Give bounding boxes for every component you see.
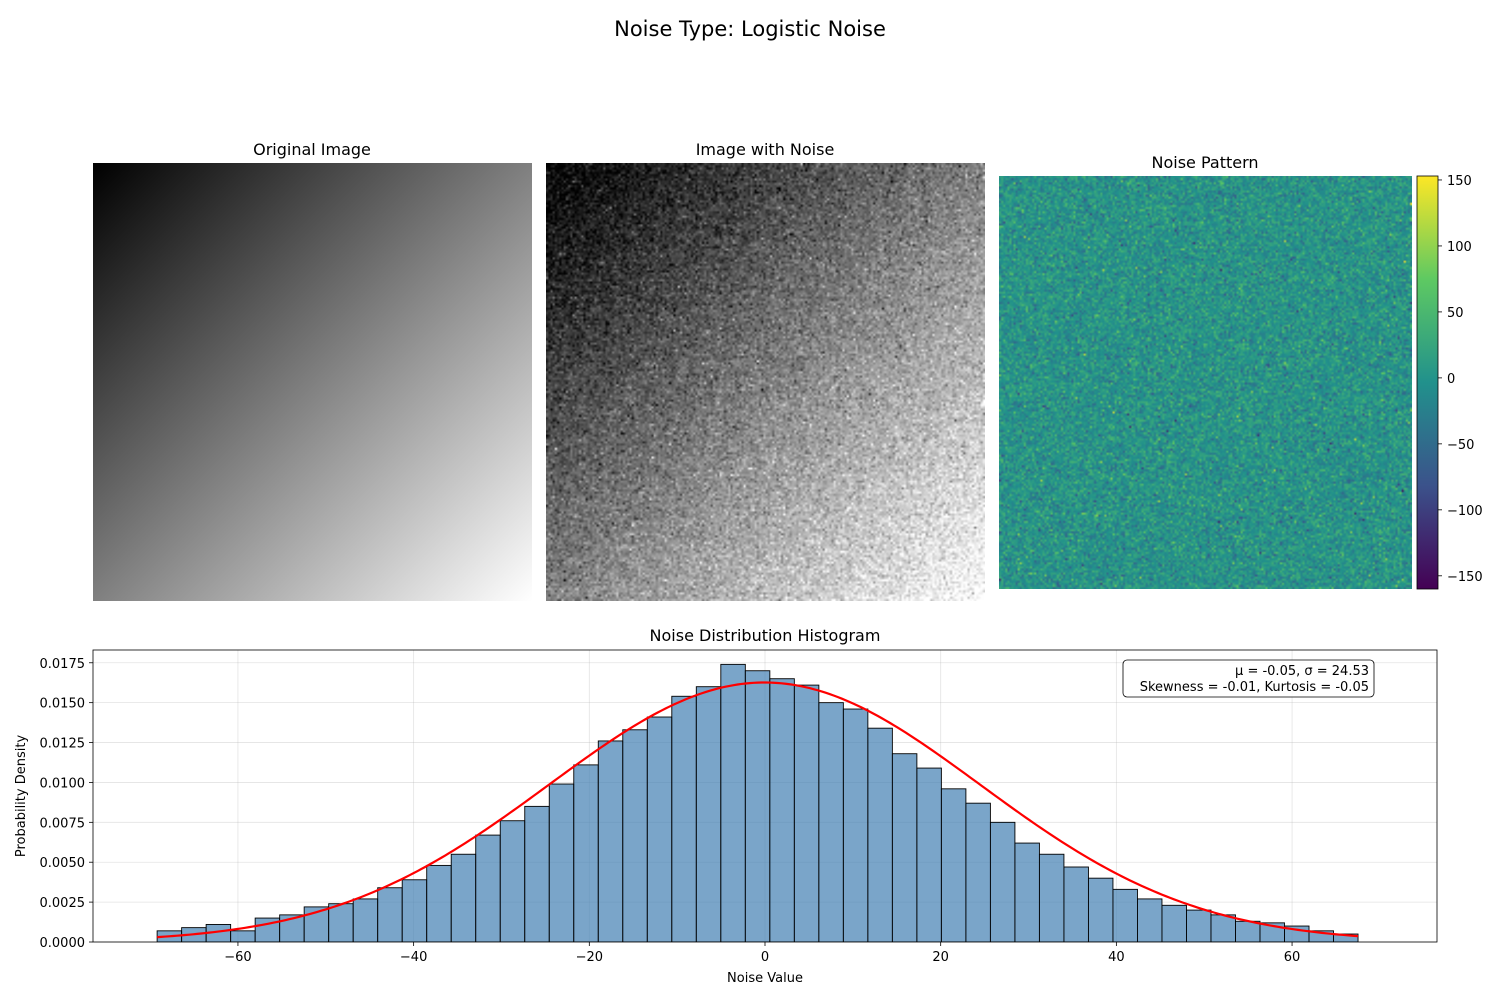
x-tick-label: −20 xyxy=(576,950,603,965)
histogram-bar xyxy=(646,716,673,942)
y-tick-label: 0.0150 xyxy=(40,697,86,712)
y-axis-label: Probability Density xyxy=(14,735,29,858)
histogram-bar xyxy=(1161,904,1187,942)
stats-box-line1: μ = -0.05, σ = 24.53 xyxy=(1235,664,1369,679)
x-tick-label: 20 xyxy=(932,950,949,965)
y-axis-ticks: 0.0000 0.0025 0.0050 0.0075 0.0100 0.0125 0.01… xyxy=(40,657,93,951)
colorbar-tick-label: −50 xyxy=(1447,438,1474,453)
original-image xyxy=(93,163,532,601)
x-tick-label: 60 xyxy=(1284,950,1301,965)
stats-box: μ = -0.05, σ = 24.53 Skewness = -0.01, K… xyxy=(1122,659,1375,698)
stats-box-frame xyxy=(1122,659,1375,698)
figure-title: Noise Type: Logistic Noise xyxy=(614,17,886,41)
fit-curve xyxy=(157,681,1359,939)
histogram-bar xyxy=(597,740,624,942)
y-tick-label: 0.0100 xyxy=(40,776,86,791)
histogram-bar xyxy=(1014,842,1040,942)
x-axis-ticks: −60 −40 −20 0 20 40 60 xyxy=(224,942,1300,965)
y-tick-label: 0.0175 xyxy=(40,657,86,672)
colorbar-tick-label: −150 xyxy=(1447,570,1483,585)
histogram-bar xyxy=(352,898,379,942)
noise-pattern-title: Noise Pattern xyxy=(1151,153,1258,172)
y-tick-label: 0.0025 xyxy=(40,896,86,911)
histogram-bar xyxy=(622,729,648,942)
histogram-bar xyxy=(891,753,918,942)
x-tick-label: 0 xyxy=(761,950,769,965)
noise-pattern-image xyxy=(999,176,1412,589)
histogram-bar xyxy=(989,821,1016,942)
noisy-image-panel: Image with Noise xyxy=(546,140,985,601)
histogram-bar xyxy=(1210,914,1236,942)
histogram-bar xyxy=(328,903,354,942)
histogram-bar xyxy=(793,684,820,942)
histogram-bar xyxy=(842,708,869,942)
histogram-bar xyxy=(450,853,477,942)
x-tick-label: −60 xyxy=(224,950,251,965)
histogram-bar xyxy=(744,670,771,942)
colorbar-tick-label: 0 xyxy=(1447,372,1455,387)
original-image-panel: Original Image xyxy=(93,140,532,601)
histogram-bar xyxy=(1235,920,1261,942)
histogram-bar xyxy=(867,727,893,942)
histogram-bar xyxy=(671,695,697,942)
histogram-bar xyxy=(230,930,256,942)
histogram-bar xyxy=(1186,909,1212,942)
histogram-bar xyxy=(940,788,967,942)
x-tick-label: 40 xyxy=(1108,950,1125,965)
histogram-title: Noise Distribution Histogram xyxy=(650,626,881,645)
histogram-bar xyxy=(499,820,526,942)
histogram-bar xyxy=(377,887,403,942)
histogram-bar xyxy=(720,663,746,942)
y-tick-label: 0.0125 xyxy=(40,737,86,752)
y-tick-label: 0.0050 xyxy=(40,856,86,871)
histogram-bar xyxy=(1137,898,1163,942)
y-tick-label: 0.0000 xyxy=(40,936,86,951)
original-image-title: Original Image xyxy=(253,140,371,159)
histogram-bar xyxy=(1063,866,1089,942)
histogram-bar xyxy=(1112,888,1138,942)
histogram-bar xyxy=(1038,853,1065,942)
histogram-bar xyxy=(401,879,428,942)
histogram-bars xyxy=(156,663,1359,942)
noisy-image-title: Image with Noise xyxy=(696,140,835,159)
histogram-bar xyxy=(475,834,501,942)
colorbar-tick-label: 100 xyxy=(1447,240,1472,255)
histogram-bar xyxy=(769,678,795,942)
colorbar-ticks: 150 100 50 0 −50 −100 −150 xyxy=(1438,174,1483,585)
histogram-bar xyxy=(524,805,550,942)
stats-box-line2: Skewness = -0.01, Kurtosis = -0.05 xyxy=(1140,680,1369,695)
noise-pattern-panel: Noise Pattern 150 100 50 0 −50 −100 −150 xyxy=(999,153,1483,590)
histogram-bar xyxy=(573,764,599,942)
histogram-bar xyxy=(695,686,722,942)
colorbar-tick-label: 150 xyxy=(1447,174,1472,189)
histogram-panel: Noise Distribution Histogram −60 −40 −20 0 2… xyxy=(14,626,1438,986)
histogram-bar xyxy=(965,802,991,942)
x-axis-label: Noise Value xyxy=(727,971,803,986)
x-tick-label: −40 xyxy=(400,950,427,965)
histogram-bar xyxy=(548,783,575,942)
histogram-bar xyxy=(1087,877,1114,942)
colorbar xyxy=(1416,175,1439,590)
histogram-bar xyxy=(426,864,452,942)
colorbar-tick-label: 50 xyxy=(1447,306,1464,321)
histogram-bar xyxy=(818,702,844,942)
noisy-image-raster xyxy=(546,163,985,601)
y-tick-label: 0.0075 xyxy=(40,816,86,831)
colorbar-tick-label: −100 xyxy=(1447,504,1483,519)
histogram-bar xyxy=(916,767,942,942)
